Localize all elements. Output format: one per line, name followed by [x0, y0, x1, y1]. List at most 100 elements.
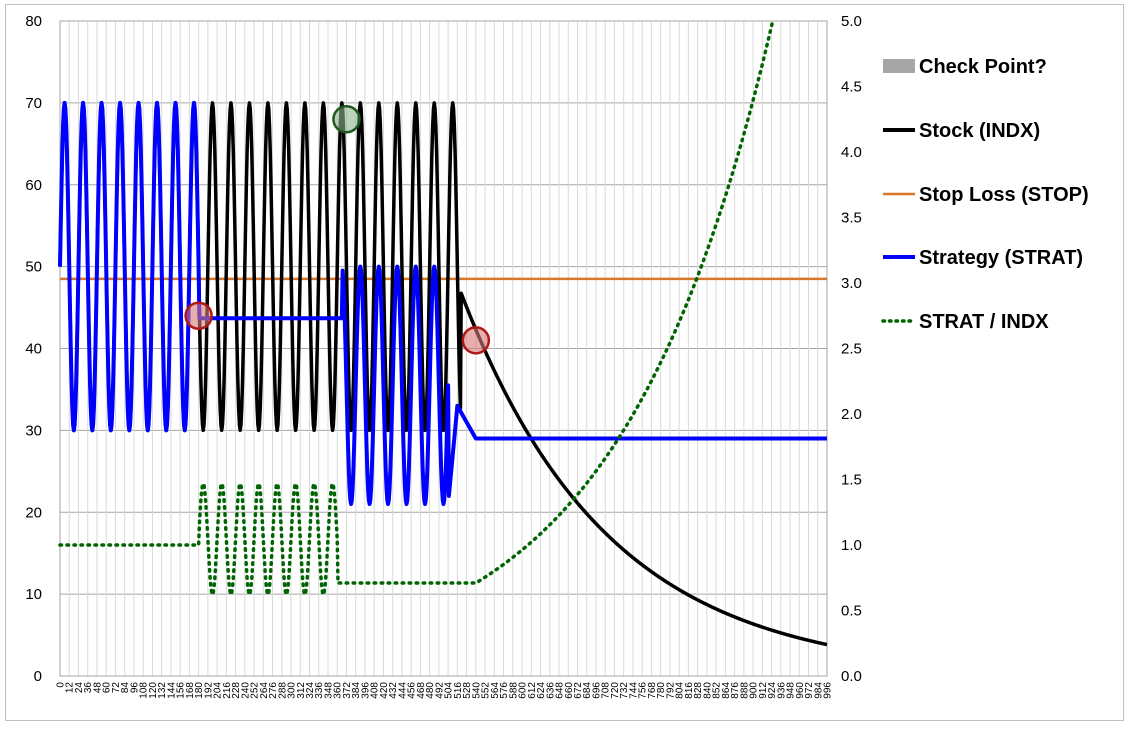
x-tick-label: 528: [462, 682, 473, 699]
x-tick-label: 432: [388, 682, 399, 699]
x-tick-label: 396: [360, 682, 371, 699]
x-tick-label: 324: [305, 682, 316, 699]
x-tick-label: 912: [758, 682, 769, 699]
x-tick-label: 276: [268, 682, 279, 699]
x-tick-label: 732: [619, 682, 630, 699]
x-tick-label: 768: [647, 682, 658, 699]
x-tick-label: 516: [453, 682, 464, 699]
x-tick-label: 120: [148, 682, 159, 699]
x-tick-label: 456: [407, 682, 418, 699]
x-tick-label: 96: [129, 682, 140, 694]
y-tick-label: 40: [25, 341, 42, 358]
series-strat-indx-ratio: [58, 20, 775, 600]
y2-tick-label: 0.5: [841, 603, 862, 620]
x-tick-label: 192: [203, 682, 214, 699]
y-tick-label: 80: [25, 13, 42, 30]
x-tick-label: 480: [425, 682, 436, 699]
x-tick-label: 132: [157, 682, 168, 699]
x-tick-label: 648: [555, 682, 566, 699]
y2-tick-label: 1.5: [841, 472, 862, 489]
x-tick-label: 372: [342, 682, 353, 699]
x-tick-label: 180: [194, 682, 205, 699]
x-tick-label: 360: [333, 682, 344, 699]
y-tick-label: 70: [25, 95, 42, 112]
y2-tick-label: 1.0: [841, 537, 862, 554]
y-tick-label: 30: [25, 422, 42, 439]
y2-tick-label: 2.0: [841, 406, 862, 423]
y2-axis-ticks: 0.0 0.5 1.0 1.5 2.0 2.5 3.0 3.5 4.0 4.5 5.0: [841, 13, 862, 685]
x-tick-label: 216: [222, 682, 233, 699]
x-tick-label: 492: [434, 682, 445, 699]
x-tick-label: 924: [767, 682, 778, 699]
x-tick-label: 552: [481, 682, 492, 699]
x-tick-label: 936: [776, 682, 787, 699]
legend-label: Strategy (STRAT): [919, 247, 1083, 269]
x-tick-label: 756: [638, 682, 649, 699]
x-tick-label: 888: [739, 682, 750, 699]
x-tick-label: 696: [591, 682, 602, 699]
series-strategy-strat: [58, 100, 829, 507]
legend: Check Point? Stock (INDX) Stop Loss (STOP)…: [881, 56, 1089, 333]
y2-tick-label: 3.5: [841, 210, 862, 227]
x-tick-label: 540: [471, 682, 482, 699]
y-tick-label: 0: [34, 668, 42, 685]
x-tick-label: 264: [259, 682, 270, 699]
y2-tick-label: 5.0: [841, 13, 862, 30]
y2-tick-label: 3.0: [841, 275, 862, 292]
x-tick-label: 72: [111, 682, 122, 694]
y-axis-ticks: 0 10 20 30 40 50 60 70 80: [25, 13, 42, 685]
x-tick-label: 636: [545, 682, 556, 699]
x-tick-label: 48: [92, 682, 103, 694]
y2-tick-label: 0.0: [841, 668, 862, 685]
x-tick-label: 420: [379, 682, 390, 699]
x-tick-label: 660: [564, 682, 575, 699]
x-tick-label: 864: [721, 682, 732, 699]
x-tick-label: 300: [287, 682, 298, 699]
x-tick-label: 672: [573, 682, 584, 699]
x-tick-label: 684: [582, 682, 593, 699]
x-tick-label: 948: [786, 682, 797, 699]
x-tick-label: 612: [527, 682, 538, 699]
legend-label: Stop Loss (STOP): [919, 184, 1089, 206]
x-tick-label: 624: [536, 682, 547, 699]
x-tick-label: 564: [490, 682, 501, 699]
x-tick-label: 876: [730, 682, 741, 699]
x-tick-label: 408: [370, 682, 381, 699]
x-tick-label: 792: [665, 682, 676, 699]
x-tick-label: 708: [601, 682, 612, 699]
x-tick-label: 108: [139, 682, 150, 699]
x-tick-label: 588: [508, 682, 519, 699]
x-tick-label: 576: [499, 682, 510, 699]
check-point-marker: [184, 301, 213, 330]
x-tick-label: 204: [213, 682, 224, 699]
x-tick-label: 240: [240, 682, 251, 699]
x-tick-label: 828: [693, 682, 704, 699]
x-tick-label: 720: [610, 682, 621, 699]
legend-label: Stock (INDX): [919, 120, 1040, 142]
y-tick-label: 60: [25, 177, 42, 194]
y2-tick-label: 2.5: [841, 341, 862, 358]
x-tick-label: 156: [176, 682, 187, 699]
x-tick-label: 972: [804, 682, 815, 699]
x-tick-label: 252: [250, 682, 261, 699]
x-tick-label: 900: [749, 682, 760, 699]
x-tick-label: 12: [65, 682, 76, 694]
x-tick-label: 144: [166, 682, 177, 699]
x-tick-label: 24: [74, 682, 85, 694]
x-tick-label: 840: [702, 682, 713, 699]
check-point-marker: [461, 326, 491, 355]
x-axis-ticks: 0122436486072849610812013214415616818019…: [56, 682, 834, 699]
x-tick-label: 996: [823, 682, 834, 699]
legend-label: STRAT / INDX: [919, 311, 1049, 333]
x-tick-label: 60: [102, 682, 113, 694]
x-tick-label: 852: [712, 682, 723, 699]
x-tick-label: 288: [277, 682, 288, 699]
x-tick-label: 780: [656, 682, 667, 699]
x-tick-label: 984: [813, 682, 824, 699]
legend-label: Check Point?: [919, 56, 1047, 78]
x-tick-label: 336: [314, 682, 325, 699]
x-tick-label: 348: [323, 682, 334, 699]
x-tick-label: 960: [795, 682, 806, 699]
check-point-marker: [332, 105, 361, 134]
